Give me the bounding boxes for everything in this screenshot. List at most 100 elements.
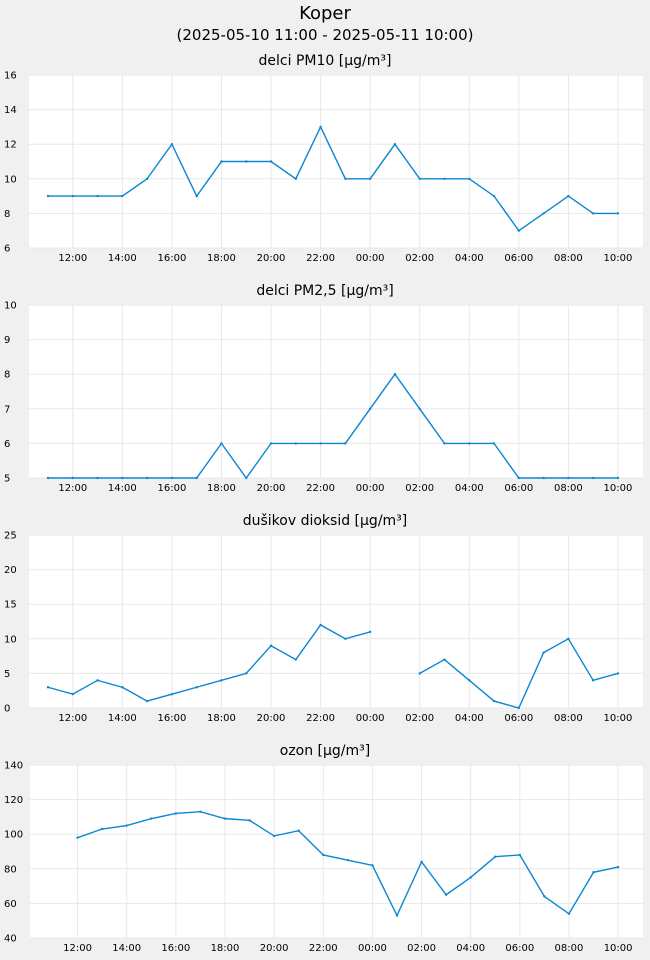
data-point [469, 876, 472, 879]
chart-title: dušikov dioksid [µg/m³] [243, 513, 408, 529]
data-point [223, 817, 227, 820]
x-tick-label: 08:00 [554, 713, 583, 724]
data-point [418, 672, 421, 675]
x-tick-label: 00:00 [358, 943, 387, 954]
data-point [616, 212, 620, 215]
y-tick-label: 0 [4, 704, 10, 715]
data-point [492, 194, 496, 198]
data-point [443, 658, 446, 661]
data-point [245, 160, 248, 163]
data-point [220, 679, 223, 682]
x-tick-label: 04:00 [455, 483, 484, 494]
x-tick-label: 12:00 [58, 713, 87, 724]
data-point [468, 442, 471, 445]
data-point [518, 853, 522, 857]
data-point [269, 160, 273, 163]
data-point [542, 476, 545, 480]
plot-area [29, 535, 643, 708]
y-tick-label: 10 [4, 174, 17, 185]
chart-title: delci PM10 [µg/m³] [259, 53, 392, 69]
y-tick-label: 15 [4, 600, 17, 611]
x-tick-label: 16:00 [157, 483, 186, 494]
page-title: Koper [299, 3, 351, 24]
data-point [96, 476, 99, 480]
x-tick-label: 02:00 [407, 943, 436, 954]
data-point [517, 229, 521, 232]
x-tick-label: 14:00 [108, 483, 137, 494]
data-point [443, 442, 446, 445]
x-tick-label: 08:00 [554, 483, 583, 494]
data-point [319, 442, 322, 445]
x-tick-label: 22:00 [306, 253, 335, 264]
x-tick-label: 22:00 [309, 943, 338, 954]
data-point [319, 125, 322, 129]
data-point [174, 812, 178, 815]
data-point [616, 672, 620, 675]
data-point [272, 834, 276, 838]
y-tick-label: 40 [4, 934, 17, 945]
data-point [170, 143, 174, 146]
data-point [591, 679, 595, 682]
y-tick-label: 14 [4, 105, 17, 116]
data-point [170, 692, 174, 696]
data-point [199, 810, 202, 813]
data-point [76, 836, 79, 839]
series-line-0 [48, 372, 618, 480]
y-tick-label: 80 [4, 864, 17, 875]
x-tick-label: 14:00 [108, 713, 137, 724]
y-tick-label: 20 [4, 565, 17, 576]
x-tick-label: 20:00 [257, 483, 286, 494]
x-tick-label: 08:00 [555, 943, 584, 954]
data-point [492, 699, 496, 703]
data-point [517, 706, 521, 710]
y-tick-label: 7 [4, 404, 10, 415]
data-point [294, 442, 297, 445]
data-point [368, 177, 372, 180]
x-tick-label: 06:00 [504, 713, 533, 724]
data-point [418, 177, 421, 180]
data-point [346, 858, 350, 862]
data-point [220, 160, 223, 163]
data-point [517, 476, 521, 480]
plot-area [29, 305, 643, 478]
y-tick-label: 5 [4, 474, 10, 485]
x-tick-label: 08:00 [554, 253, 583, 264]
x-tick-label: 10:00 [604, 253, 633, 264]
data-point [125, 824, 128, 827]
data-point [248, 819, 251, 822]
chart-panel-2: dušikov dioksid [µg/m³] 0 5 10 15 20 25 12:00 14… [4, 513, 643, 724]
x-tick-label: 04:00 [456, 943, 485, 954]
data-point [344, 442, 347, 445]
data-point [368, 407, 372, 410]
data-point [616, 865, 620, 869]
x-tick-label: 20:00 [257, 713, 286, 724]
data-point [368, 630, 372, 634]
y-tick-label: 8 [4, 209, 10, 220]
data-point [145, 177, 149, 180]
y-tick-label: 10 [4, 301, 17, 312]
data-point [100, 827, 104, 831]
data-point [71, 194, 74, 198]
data-point [170, 476, 174, 480]
chart-panel-1: delci PM2,5 [µg/m³] 5 6 7 8 9 10 12:00 14:00 16:0… [4, 283, 643, 494]
x-tick-label: 10:00 [604, 483, 633, 494]
page-subtitle: (2025-05-10 11:00 - 2025-05-11 10:00) [176, 26, 474, 44]
data-point [371, 864, 374, 867]
data-point [121, 194, 124, 198]
data-point [96, 194, 99, 198]
x-tick-label: 12:00 [58, 483, 87, 494]
x-tick-label: 04:00 [455, 713, 484, 724]
data-point [145, 476, 149, 480]
x-tick-label: 06:00 [504, 483, 533, 494]
y-tick-label: 5 [4, 669, 10, 680]
data-point [121, 476, 124, 480]
data-point [294, 177, 297, 180]
x-tick-label: 00:00 [356, 253, 385, 264]
x-tick-label: 18:00 [207, 253, 236, 264]
chart-title: delci PM2,5 [µg/m³] [256, 283, 393, 299]
y-tick-label: 140 [4, 761, 23, 772]
data-point [269, 644, 273, 647]
data-point [245, 672, 248, 675]
data-point [220, 442, 223, 445]
